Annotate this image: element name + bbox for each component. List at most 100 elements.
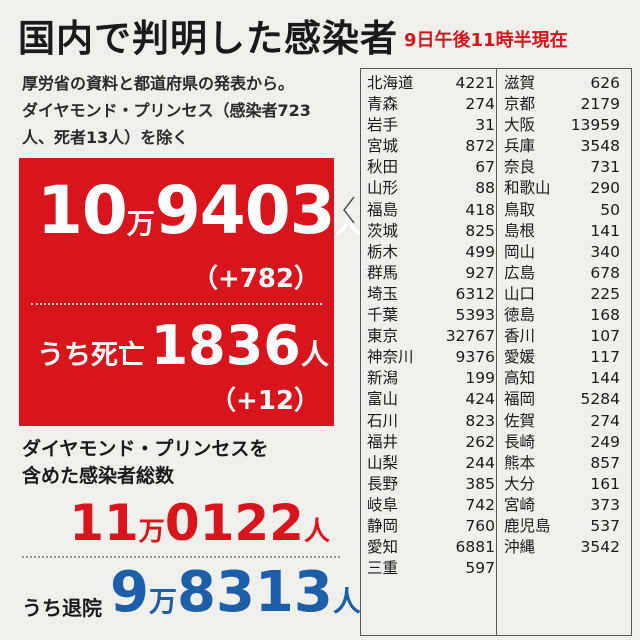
prefecture-row: 青森 274 (367, 94, 499, 115)
prefecture-row: 和歌山 290 (504, 178, 624, 199)
recovered-man-unit: 万 (148, 585, 177, 618)
prefecture-name: 茨城 (367, 221, 399, 240)
total-unit: 人 (334, 207, 363, 240)
prefecture-name: 三重 (367, 559, 399, 578)
timestamp: 9日午後11時半現在 (404, 30, 568, 51)
prefecture-count: 373 (590, 495, 620, 514)
dp-label-line: 含めた感染者総数 (22, 465, 175, 487)
prefecture-row: 富山 424 (367, 389, 499, 410)
prefecture-count: 2179 (580, 95, 620, 114)
prefecture-count: 857 (590, 453, 620, 472)
prefecture-name: 熊本 (504, 453, 536, 472)
prefecture-name: 神奈川 (367, 348, 414, 367)
prefecture-name: 和歌山 (504, 179, 551, 198)
prefecture-row: 山口 225 (504, 284, 624, 305)
prefecture-name: 静岡 (367, 516, 399, 535)
prefecture-name: 埼玉 (367, 284, 399, 303)
prefecture-name: 千葉 (367, 306, 399, 325)
prefecture-name: 福島 (367, 200, 399, 219)
prefecture-count: 597 (465, 559, 495, 578)
prefecture-name: 東京 (367, 327, 399, 346)
prefecture-row: 福井 262 (367, 432, 499, 453)
prefecture-count: 262 (465, 432, 495, 451)
prefecture-row: 長崎 249 (504, 432, 624, 453)
prefecture-name: 福岡 (504, 390, 536, 409)
dp-unit: 人 (303, 517, 330, 547)
deaths: うち死亡 1836人 (37, 314, 329, 377)
prefecture-name: 島根 (504, 221, 536, 240)
prefecture-count: 418 (465, 200, 495, 219)
prefecture-name: 徳島 (504, 306, 536, 325)
prefecture-row: 福島 418 (367, 200, 499, 221)
prefecture-count: 9376 (455, 348, 495, 367)
prefecture-name: 大分 (504, 474, 536, 493)
prefecture-count: 199 (465, 369, 495, 388)
prefecture-count: 731 (590, 158, 620, 177)
prefecture-count: 161 (590, 474, 620, 493)
prefecture-row: 三重 597 (367, 558, 499, 579)
total-man-unit: 万 (126, 207, 155, 240)
prefecture-count: 141 (590, 221, 620, 240)
prefecture-row: 秋田 67 (367, 157, 499, 178)
prefecture-count: 742 (465, 495, 495, 514)
prefecture-name: 岡山 (504, 242, 536, 261)
divider (22, 556, 340, 558)
prefecture-count: 244 (465, 453, 495, 472)
prefecture-row: 福岡 5284 (504, 389, 624, 410)
prefecture-count: 225 (590, 284, 620, 303)
prefecture-row: 北海道 4221 (367, 73, 499, 94)
prefecture-count: 424 (465, 390, 495, 409)
page-title: 国内で判明した感染者 (18, 17, 398, 60)
prefecture-name: 鳥取 (504, 200, 536, 219)
prefecture-count: 5393 (455, 306, 495, 325)
prefecture-count: 825 (465, 221, 495, 240)
prefecture-row: 兵庫 3548 (504, 136, 624, 157)
total-man: 10 (37, 172, 128, 249)
prefecture-row: 石川 823 (367, 411, 499, 432)
prefecture-count: 6312 (455, 284, 495, 303)
prefecture-count: 537 (590, 516, 620, 535)
prefecture-count: 144 (590, 369, 620, 388)
prefecture-count: 823 (465, 411, 495, 430)
prefecture-count: 274 (465, 95, 495, 114)
prefecture-name: 高知 (504, 369, 536, 388)
deaths-number: 1836 (150, 314, 301, 377)
prefecture-count: 6881 (455, 538, 495, 557)
prefecture-name: 滋賀 (504, 74, 536, 92)
recovered-unit: 人 (332, 585, 361, 618)
prefecture-name: 栃木 (367, 242, 399, 261)
divider (31, 303, 322, 305)
column-divider (496, 69, 497, 635)
prefecture-row: 徳島 168 (504, 305, 624, 326)
prefecture-count: 117 (590, 348, 620, 367)
prefecture-row: 滋賀 626 (504, 73, 624, 94)
prefecture-name: 岐阜 (367, 495, 399, 514)
deaths-label: うち死亡 (37, 340, 145, 371)
prefecture-row: 栃木 499 (367, 242, 499, 263)
prefecture-name: 宮崎 (504, 495, 536, 514)
prefecture-name: 佐賀 (504, 411, 536, 430)
prefecture-row: 神奈川 9376 (367, 347, 499, 368)
prefecture-row: 大阪 13959 (504, 115, 624, 136)
prefecture-row: 高知 144 (504, 368, 624, 389)
prefecture-name: 奈良 (504, 158, 536, 177)
prefecture-count: 3542 (580, 538, 620, 557)
dp-rest: 0122 (164, 494, 304, 552)
prefecture-count: 168 (590, 306, 620, 325)
prefecture-row: 群馬 927 (367, 263, 499, 284)
prefecture-count: 3548 (580, 137, 620, 156)
prefecture-count: 927 (465, 263, 495, 282)
prefecture-name: 鹿児島 (504, 516, 551, 535)
prefecture-row: 熊本 857 (504, 453, 624, 474)
prefecture-name: 長野 (367, 474, 399, 493)
note-line: ダイヤモンド・プリンセス（感染者723 (22, 101, 311, 120)
deaths-unit: 人 (300, 338, 329, 371)
prefecture-count: 678 (590, 263, 620, 282)
prefecture-row: 岐阜 742 (367, 495, 499, 516)
prefecture-count: 5284 (580, 390, 620, 409)
dp-total: 11万0122人 (69, 494, 330, 552)
prefecture-count: 32767 (445, 327, 495, 346)
prefecture-name: 富山 (367, 390, 399, 409)
dp-label-line: ダイヤモンド・プリンセスを (22, 438, 269, 460)
prefecture-name: 北海道 (367, 74, 414, 92)
